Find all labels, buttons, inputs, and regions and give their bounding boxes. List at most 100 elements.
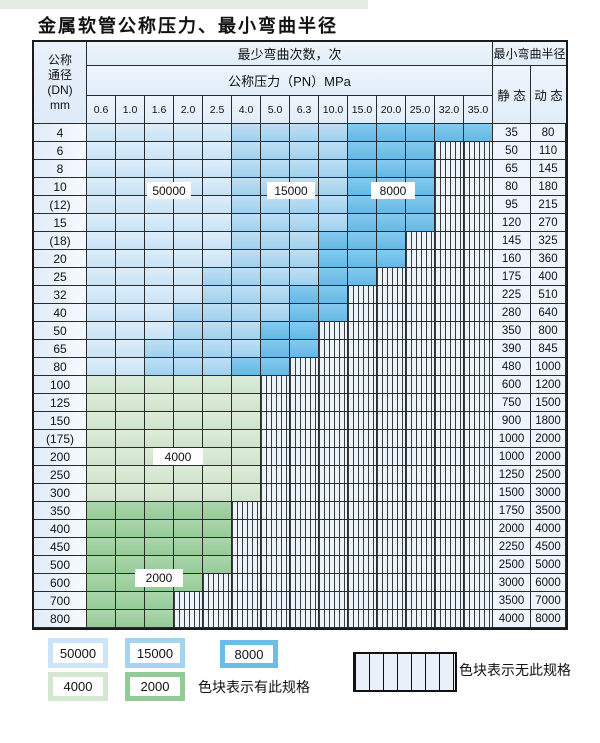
spec-cell (116, 286, 145, 304)
table-row: 250 1250 2500 (34, 466, 566, 484)
spec-cell (232, 178, 261, 196)
no-spec-cell (435, 574, 464, 592)
spec-cell (145, 376, 174, 394)
no-spec-cell (290, 610, 319, 628)
dn-cell: 80 (34, 358, 87, 376)
no-spec-cell (377, 322, 406, 340)
no-spec-cell (232, 592, 261, 610)
no-spec-cell (464, 592, 493, 610)
no-spec-cell (464, 502, 493, 520)
no-spec-cell (261, 448, 290, 466)
dn-cell: 15 (34, 214, 87, 232)
spec-cell (319, 124, 348, 142)
dynamic-cell: 845 (531, 340, 566, 358)
spec-cell (232, 376, 261, 394)
static-cell: 145 (493, 232, 531, 250)
spec-cell (261, 196, 290, 214)
table-row: 200 1000 2000 (34, 448, 566, 466)
spec-cell (232, 286, 261, 304)
dn-header-line4: mm (50, 97, 70, 112)
pressure-values-row: 0.6 1.0 1.6 2.0 2.5 4.0 5.0 6.3 10.0 15.0 20.0 25.0… (87, 96, 493, 124)
no-spec-cell (377, 376, 406, 394)
dn-cell: (18) (34, 232, 87, 250)
table-row: 50 350 800 (34, 322, 566, 340)
no-spec-cell (261, 376, 290, 394)
pressure-value-cell: 2.5 (203, 96, 232, 124)
spec-cell (116, 430, 145, 448)
spec-cell (319, 214, 348, 232)
table-row: 32 225 510 (34, 286, 566, 304)
spec-cell (87, 358, 116, 376)
no-spec-cell (319, 484, 348, 502)
spec-cell (348, 232, 377, 250)
no-spec-cell (377, 304, 406, 322)
no-spec-cell (435, 430, 464, 448)
no-spec-cell (319, 502, 348, 520)
spec-cell (203, 430, 232, 448)
spec-cell (145, 286, 174, 304)
spec-cell (319, 142, 348, 160)
spec-cell (87, 466, 116, 484)
spec-cell (261, 358, 290, 376)
no-spec-cell (377, 394, 406, 412)
spec-cell (261, 142, 290, 160)
spec-cell (203, 502, 232, 520)
dn-header-line1: 公称 (47, 52, 72, 67)
spec-cell (203, 520, 232, 538)
no-spec-cell (406, 430, 435, 448)
dynamic-cell: 325 (531, 232, 566, 250)
spec-cell (261, 250, 290, 268)
no-spec-cell (435, 232, 464, 250)
pressure-value-cell: 1.0 (116, 96, 145, 124)
dynamic-cell: 8000 (531, 610, 566, 628)
no-spec-cell (435, 376, 464, 394)
dynamic-cell: 640 (531, 304, 566, 322)
no-spec-cell (435, 160, 464, 178)
spec-cell (145, 124, 174, 142)
no-spec-cell (435, 142, 464, 160)
spec-cell (174, 358, 203, 376)
no-spec-cell (290, 592, 319, 610)
dynamic-cell: 4500 (531, 538, 566, 556)
no-spec-cell (406, 232, 435, 250)
spec-cell (116, 592, 145, 610)
no-spec-cell (261, 466, 290, 484)
spec-cell (174, 466, 203, 484)
top-strip (0, 0, 368, 9)
no-spec-cell (232, 610, 261, 628)
no-spec-cell (232, 538, 261, 556)
spec-cell (232, 124, 261, 142)
dn-cell: 65 (34, 340, 87, 358)
no-spec-cell (435, 592, 464, 610)
spec-cell (87, 142, 116, 160)
dynamic-cell: 110 (531, 142, 566, 160)
legend-text-available: 色块表示有此规格 (198, 679, 310, 695)
spec-cell (87, 178, 116, 196)
no-spec-cell (464, 214, 493, 232)
spec-cell (145, 610, 174, 628)
spec-cell (261, 268, 290, 286)
no-spec-cell (377, 286, 406, 304)
no-spec-cell (377, 268, 406, 286)
no-spec-cell (261, 574, 290, 592)
pressure-value-cell: 35.0 (464, 96, 493, 124)
legend-hatch-box (353, 652, 457, 692)
no-spec-cell (406, 556, 435, 574)
no-spec-cell (464, 520, 493, 538)
static-cell: 80 (493, 178, 531, 196)
static-cell: 95 (493, 196, 531, 214)
no-spec-cell (348, 412, 377, 430)
spec-cell (319, 196, 348, 214)
spec-cell (116, 304, 145, 322)
no-spec-cell (406, 340, 435, 358)
dn-cell: 450 (34, 538, 87, 556)
dynamic-cell: 80 (531, 124, 566, 142)
spec-cell (116, 196, 145, 214)
no-spec-cell (435, 520, 464, 538)
spec-cell (348, 250, 377, 268)
static-cell: 65 (493, 160, 531, 178)
spec-cell (261, 322, 290, 340)
dn-cell: 200 (34, 448, 87, 466)
no-spec-cell (319, 556, 348, 574)
dynamic-cell: 5000 (531, 556, 566, 574)
